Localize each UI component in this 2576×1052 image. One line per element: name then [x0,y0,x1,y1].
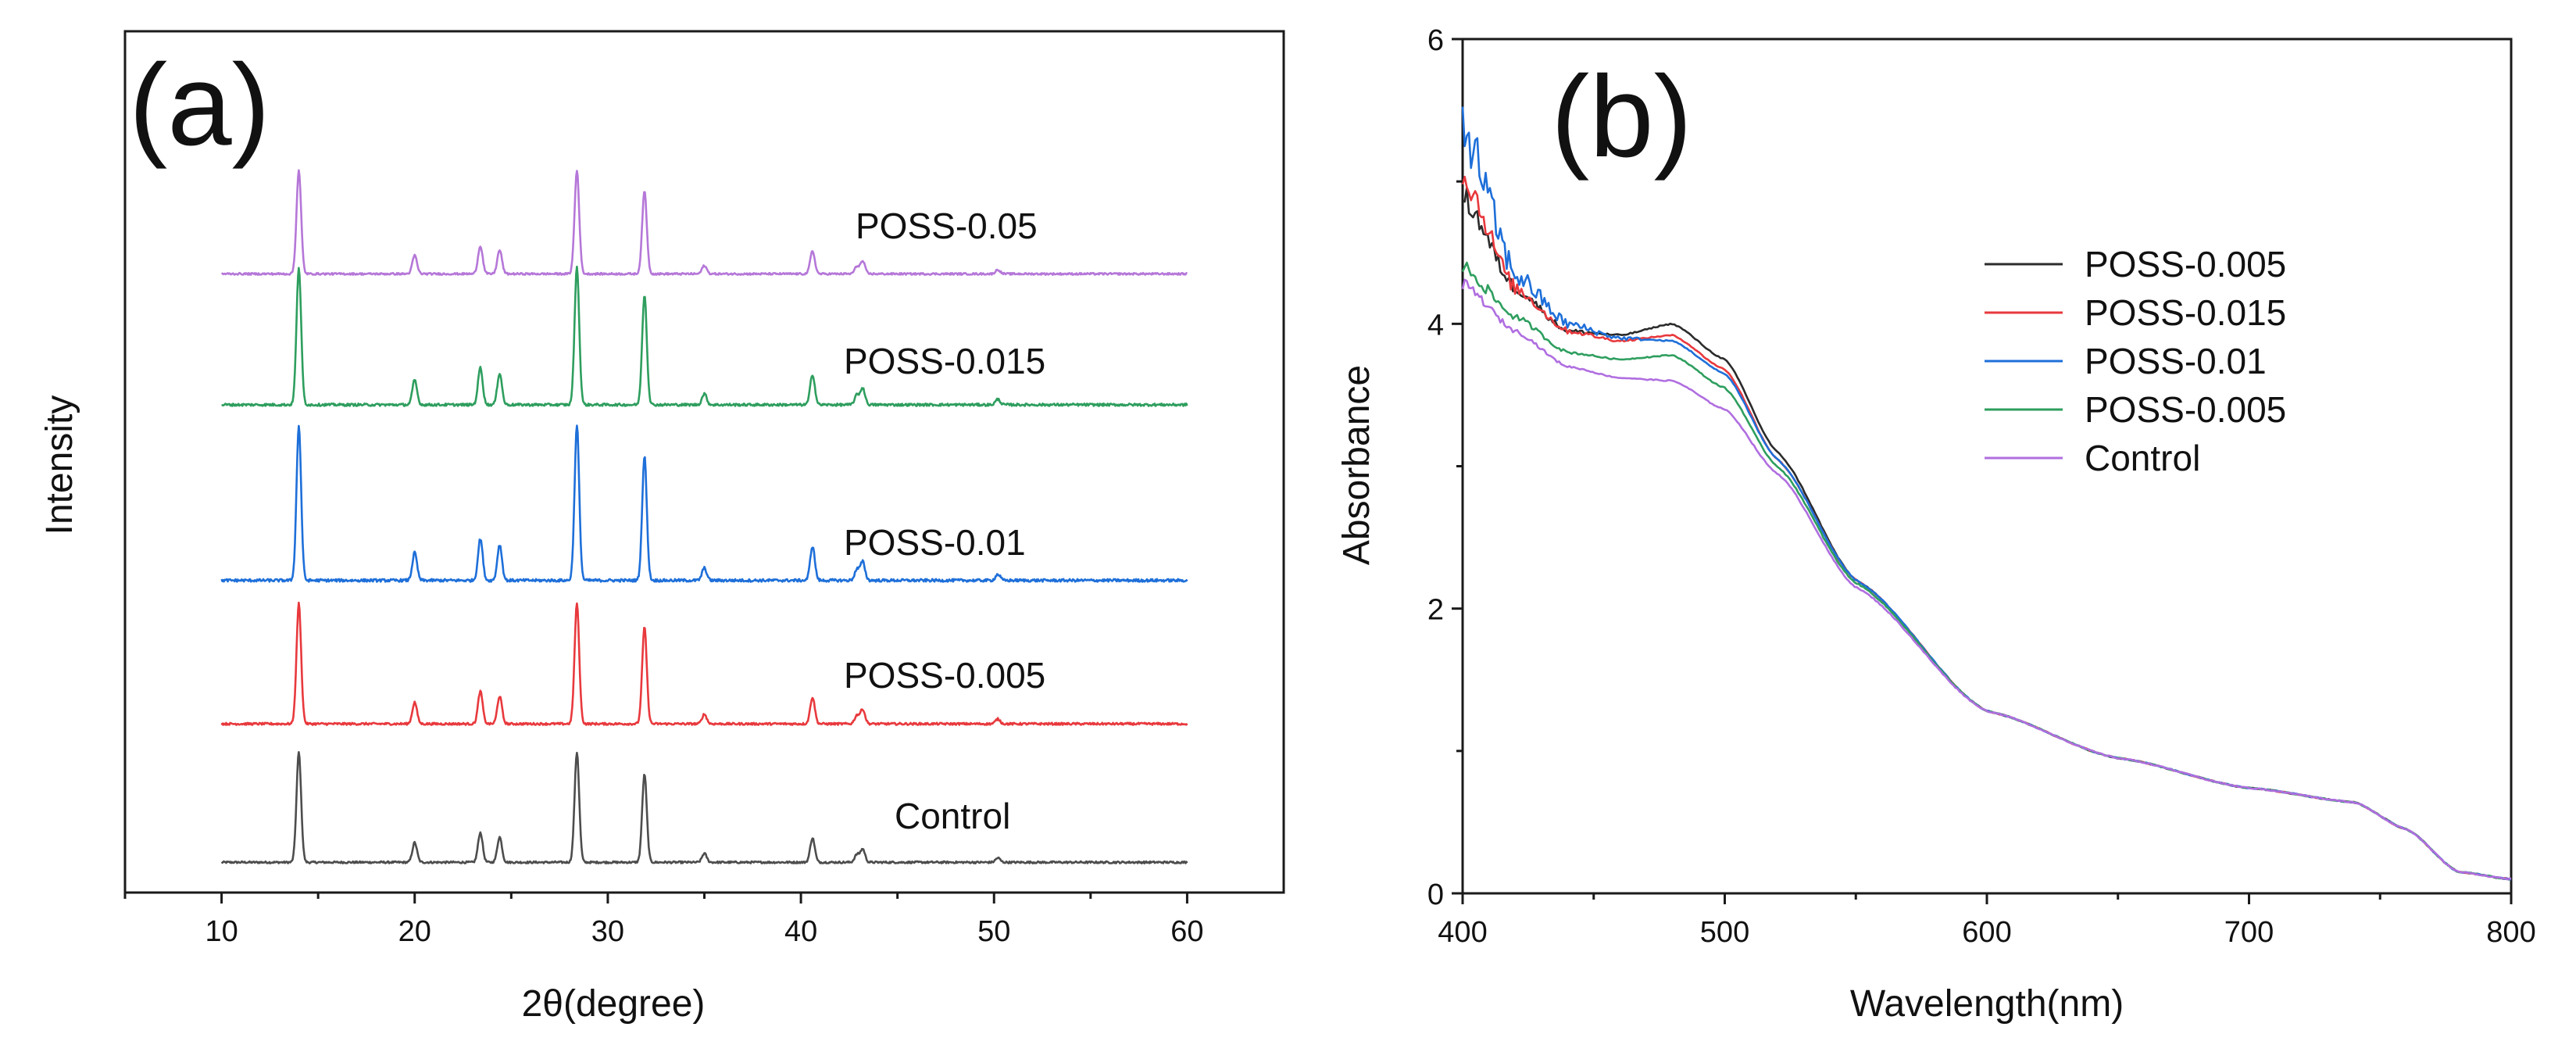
panel-b-legend-label: POSS-0.005 [2085,389,2286,430]
panel-a-series-poss-0.005 [220,601,1188,726]
panel-b-y-tick-label: 4 [1427,309,1444,342]
panel-b-legend-label: POSS-0.01 [2085,341,2267,381]
panel-b-legend-label: Control [2085,438,2200,478]
panel-b-legend-label: POSS-0.015 [2085,292,2286,333]
panel-b-x-tick-label: 600 [1962,916,2011,949]
panel-b-series-line [1461,106,2512,881]
panel-a-series-lines [220,169,1188,864]
panel-b-y-axis-label: Absorbance [1336,365,1377,565]
panel-a-series-poss-0.05 [221,169,1188,276]
panel-b-x-tick-label: 800 [2486,916,2535,949]
panel-a-series-label: POSS-0.015 [844,341,1045,381]
panel-a-series-labels: Control POSS-0.005 POSS-0.01 POSS-0.015 POSS… [844,206,1045,836]
panel-a-x-tick-label: 50 [977,915,1010,948]
panel-b-y-ticks: 0 2 4 6 [1427,24,1463,911]
panel-a-xrd-chart: (a) Control POSS-0.005 POSS-0.01 POSS-0.015… [39,30,1285,1025]
panel-b-x-tick-label: 400 [1438,916,1487,949]
panel-b-series-line [1461,278,2512,881]
panel-b-y-tick-label: 2 [1427,594,1444,627]
panel-a-series-poss-0.01 [220,424,1188,583]
panel-b-series-line [1461,175,2512,880]
panel-b-x-ticks: 400 500 600 700 800 [1438,893,2536,949]
panel-b-series-line [1462,186,2512,881]
panel-a-y-axis-label: Intensity [39,395,80,535]
panel-a-series-control [220,751,1188,864]
panel-b-x-tick-label: 500 [1700,916,1749,949]
panel-a-x-tick-label: 60 [1170,915,1203,948]
panel-a-x-tick-label: 40 [784,915,817,948]
panel-a-x-ticks: 10 20 30 40 50 60 [123,893,1204,948]
panel-b-y-tick-label: 6 [1427,24,1444,57]
panel-a-label: (a) [129,41,270,170]
panel-a-series-label: POSS-0.05 [856,206,1038,246]
panel-a-x-tick-label: 10 [205,915,238,948]
panel-b-label: (b) [1551,52,1692,181]
panel-a-series-poss-0.015 [221,265,1188,407]
panel-a-x-tick-label: 20 [398,915,431,948]
panel-b-legend-label: POSS-0.005 [2085,244,2286,284]
panel-b-x-tick-label: 700 [2224,916,2274,949]
panel-a-series-label: POSS-0.005 [844,655,1045,696]
panel-b-legend: POSS-0.005 POSS-0.015 POSS-0.01 POSS-0.005 C… [1985,244,2286,478]
panel-a-x-axis-label: 2θ(degree) [522,983,706,1025]
panel-b-series-lines [1461,106,2512,881]
panel-a-x-tick-label: 30 [591,915,624,948]
panel-a-series-label: POSS-0.01 [844,522,1026,563]
panel-a-series-label: Control [895,796,1010,836]
panel-b-y-tick-label: 0 [1427,878,1444,911]
panel-b-x-axis-label: Wavelength(nm) [1850,983,2124,1025]
panel-b-series-line [1461,261,2512,881]
